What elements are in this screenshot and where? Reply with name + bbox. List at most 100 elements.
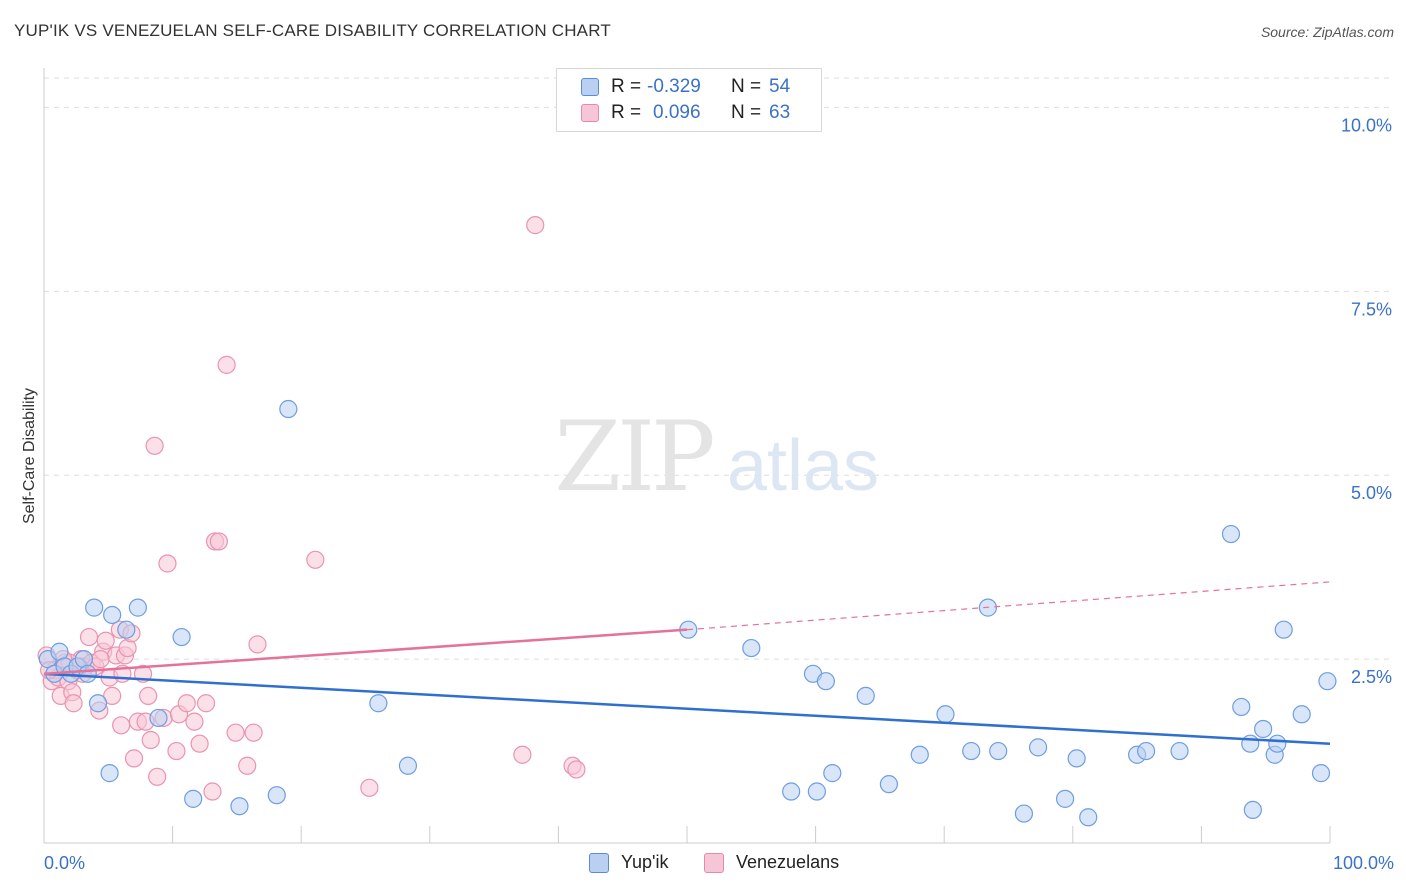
- venezuelans-point: [209, 532, 228, 551]
- venezuelans-point: [177, 694, 196, 713]
- stats-row-venezuelans: R = 0.096 N = 63: [581, 101, 790, 125]
- y-tick-label: 10.0%: [1341, 115, 1392, 135]
- r-value: 0.096: [653, 102, 701, 123]
- venezuelans-point: [306, 550, 325, 569]
- venezuelans-point: [139, 686, 158, 705]
- watermark-zip: ZIP: [554, 401, 713, 513]
- yupik-point: [149, 708, 168, 728]
- series-legend: Yup'ik Venezuelans: [0, 852, 1406, 876]
- yupik-points: [38, 399, 1337, 827]
- yupik-point: [1137, 741, 1156, 761]
- y-tick-label: 2.5%: [1351, 667, 1392, 687]
- source-label: Source: ZipAtlas.com: [1260, 24, 1394, 40]
- venezuelans-legend-swatch: [704, 852, 724, 873]
- r-value: -0.329: [647, 76, 701, 97]
- yupik-point: [1274, 620, 1293, 639]
- yupik-point: [85, 598, 104, 617]
- legend-label-yupik: Yup'ik: [621, 852, 669, 872]
- yupik-point: [1243, 800, 1262, 819]
- yupik-point: [100, 764, 119, 783]
- chart-title: YUP'IK VS VENEZUELAN SELF-CARE DISABILIT…: [14, 21, 611, 40]
- venezuelans-point: [238, 756, 257, 775]
- venezuelans-point: [203, 782, 222, 801]
- legend-item-venezuelans[interactable]: Venezuelans: [704, 852, 839, 873]
- yupik-point: [1221, 524, 1241, 544]
- yupik-point: [230, 797, 249, 816]
- venezuelans-point: [513, 745, 532, 764]
- legend-item-yupik[interactable]: Yup'ik: [589, 852, 668, 873]
- venezuelans-point: [248, 635, 267, 654]
- venezuelans-point: [103, 686, 122, 705]
- venezuelans-point: [64, 694, 83, 713]
- stats-row-yupik: R = -0.329 N = 54: [581, 75, 790, 99]
- venezuelans-trend-extension: [686, 581, 1331, 631]
- n-label: N =: [731, 102, 762, 123]
- yupik-point: [172, 627, 191, 647]
- n-value: 63: [769, 102, 791, 123]
- yupik-point: [128, 598, 147, 617]
- venezuelans-point: [112, 716, 131, 735]
- y-tick-label: 5.0%: [1351, 483, 1392, 503]
- yupik-point: [78, 664, 97, 683]
- yupik-point: [1292, 705, 1311, 724]
- venezuelans-point: [185, 712, 204, 731]
- yupik-point: [782, 782, 801, 801]
- yupik-point: [823, 764, 842, 783]
- y-tick-label: 7.5%: [1351, 299, 1392, 319]
- yupik-point: [279, 399, 298, 419]
- venezuelans-point: [158, 554, 177, 573]
- venezuelans-point: [145, 436, 164, 455]
- yupik-point: [1014, 804, 1034, 823]
- x-tick-label: 100.0%: [1333, 853, 1394, 873]
- venezuelans-point: [96, 631, 115, 650]
- yupik-point: [103, 605, 122, 625]
- venezuelans-swatch: [581, 104, 599, 122]
- yupik-trend-line: [43, 672, 1331, 745]
- venezuelans-trend-line: [43, 628, 688, 676]
- yupik-point: [1067, 749, 1086, 768]
- r-label: R =: [611, 76, 642, 97]
- venezuelans-point: [526, 216, 545, 235]
- venezuelans-point: [217, 355, 236, 374]
- yupik-point: [369, 694, 388, 713]
- yupik-point: [1241, 734, 1260, 753]
- venezuelans-point: [567, 760, 586, 779]
- yupik-point: [807, 782, 826, 801]
- yupik-point: [1268, 734, 1287, 753]
- venezuelans-point: [167, 741, 186, 761]
- yupik-point: [1028, 738, 1048, 757]
- yupik-point: [267, 786, 286, 805]
- yupik-point: [879, 775, 899, 794]
- yupik-point: [989, 741, 1008, 761]
- yupik-point: [1055, 789, 1075, 808]
- venezuelans-points: [37, 216, 586, 801]
- yupik-point: [117, 620, 136, 639]
- venezuelans-point: [190, 734, 209, 753]
- yupik-point: [856, 686, 875, 705]
- venezuelans-point: [91, 650, 110, 669]
- n-label: N =: [731, 76, 762, 97]
- yupik-point: [1254, 719, 1273, 739]
- axes: [43, 68, 1331, 844]
- yupik-swatch: [581, 78, 599, 96]
- yupik-point: [936, 705, 955, 724]
- yupik-point: [184, 789, 203, 808]
- n-value: 54: [769, 76, 791, 97]
- venezuelans-point: [141, 730, 160, 750]
- yupik-point: [1311, 764, 1331, 783]
- venezuelans-point: [226, 723, 245, 742]
- tick-labels: 2.5% 5.0% 7.5% 10.0% 0.0% 100.0%: [44, 115, 1394, 873]
- venezuelans-point: [360, 778, 379, 797]
- yupik-point: [1318, 672, 1337, 691]
- watermark-atlas: atlas: [727, 426, 879, 506]
- venezuelans-point: [196, 694, 216, 713]
- yupik-point: [398, 756, 418, 775]
- yupik-point: [1170, 741, 1189, 761]
- grid-lines: [44, 77, 1392, 660]
- yupik-point: [1232, 697, 1251, 717]
- yupik-point: [962, 741, 981, 761]
- venezuelans-point: [148, 767, 167, 786]
- yupik-point: [910, 745, 929, 764]
- yupik-point: [742, 638, 761, 658]
- r-label: R =: [611, 102, 642, 123]
